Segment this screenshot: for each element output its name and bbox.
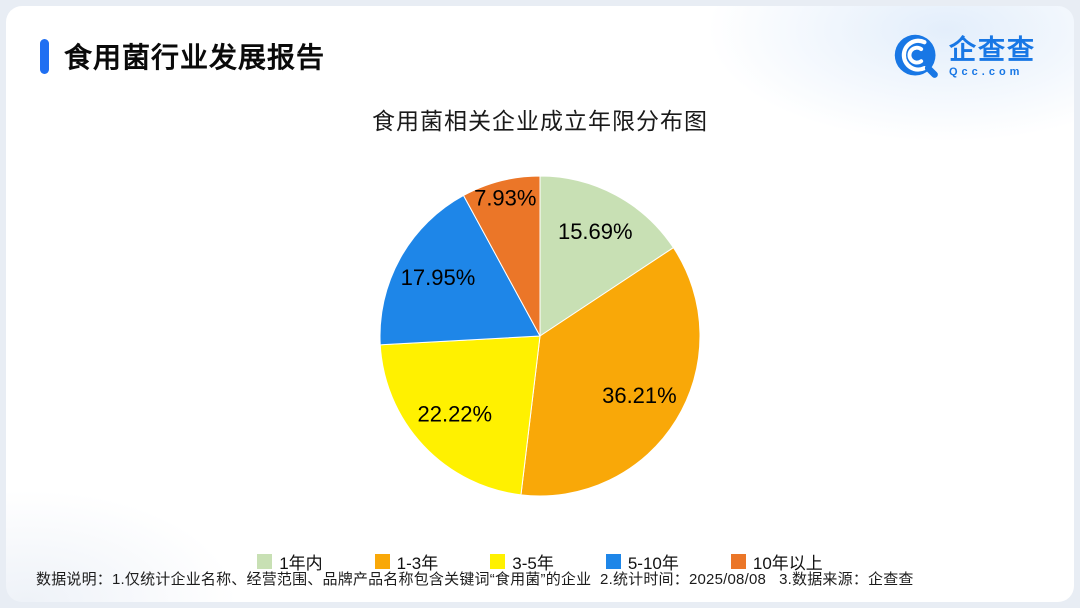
qcc-logo-text: 企查查 Qcc.com (949, 34, 1036, 78)
qcc-logo-icon (892, 32, 942, 82)
logo-name: 企查查 (949, 34, 1036, 65)
legend-item: 1-3年 (374, 549, 439, 574)
pie-slice-label: 7.93% (474, 185, 536, 210)
chart-legend: 1年内 1-3年 3-5年 5-10年 10年以上 (6, 549, 1074, 574)
pie-slice-5-10年 (379, 194, 541, 346)
pie-slice-label: 36.21% (602, 383, 677, 408)
header: 食用菌行业发展报告 企查查 Qcc.com (6, 6, 1074, 82)
qcc-logo: 企查查 Qcc.com (892, 32, 1036, 82)
legend-swatch (730, 554, 746, 569)
legend-label: 3-5年 (512, 554, 554, 573)
logo-domain: Qcc.com (949, 65, 1024, 78)
report-title-block: 食用菌行业发展报告 (40, 36, 325, 76)
pie-slice-label: 22.22% (417, 402, 492, 427)
pie-slice-1年内 (539, 175, 675, 337)
pie-slice-1-3年 (520, 246, 701, 497)
pie-slice-label: 15.69% (558, 219, 633, 244)
legend-item: 10年以上 (730, 549, 823, 574)
chart-area: 食用菌相关企业成立年限分布图 15.69% 36.21% 22.22% 17.95% 7… (6, 102, 1074, 574)
legend-label: 1-3年 (396, 554, 439, 573)
report-title: 食用菌行业发展报告 (64, 42, 326, 73)
legend-swatch (257, 554, 273, 569)
legend-item: 5-10年 (605, 549, 679, 574)
legend-swatch (605, 554, 621, 569)
legend-swatch (374, 554, 390, 569)
report-card: 食用菌行业发展报告 企查查 Qcc.com 食用菌相关企业成立年限分布图 15.… (6, 6, 1074, 602)
title-accent-bar (40, 38, 49, 74)
legend-label: 5-10年 (627, 554, 679, 573)
pie-chart: 15.69% 36.21% 22.22% 17.95% 7.93% (379, 175, 701, 497)
legend-label: 10年以上 (752, 554, 823, 573)
legend-label: 1年内 (279, 554, 323, 573)
legend-swatch (490, 554, 506, 569)
legend-item: 1年内 (257, 549, 323, 574)
pie-slice-3-5年 (379, 335, 541, 496)
chart-title: 食用菌相关企业成立年限分布图 (372, 108, 708, 134)
footer-note: 数据说明：1.仅统计企业名称、经营范围、品牌产品名称包含关键词“食用菌”的企业 … (36, 571, 914, 588)
pie-slice-10年以上 (462, 175, 541, 337)
pie-slice-label: 17.95% (401, 265, 476, 290)
legend-item: 3-5年 (490, 549, 554, 574)
